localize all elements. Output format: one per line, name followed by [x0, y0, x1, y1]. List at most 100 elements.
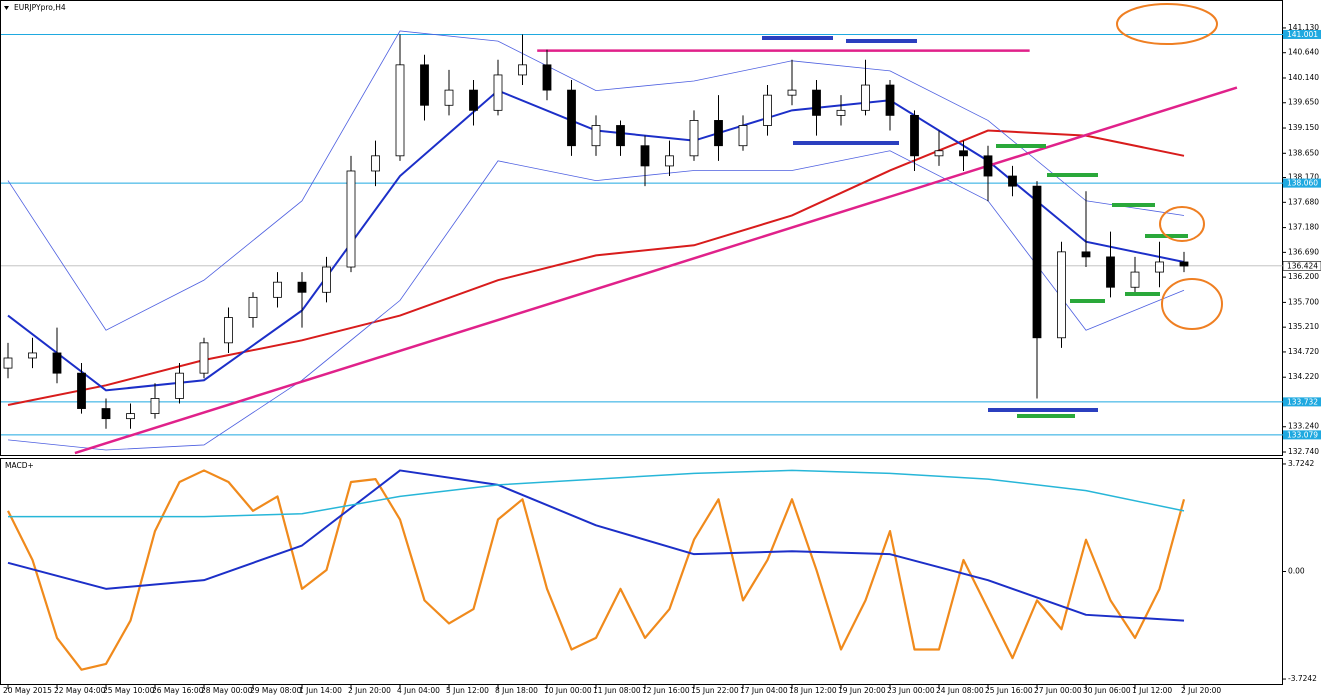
x-tick-label: 17 Jun 04:00 [740, 686, 788, 695]
candle-body [812, 89, 821, 116]
candle-body [28, 352, 37, 359]
y-tick-label: 136.690 [1288, 247, 1319, 256]
candle-body [885, 84, 895, 116]
x-tick-label: 2 Jul 20:00 [1181, 686, 1221, 695]
current-price-box [1282, 261, 1321, 271]
candle-body [1008, 175, 1017, 187]
candle-body [910, 114, 919, 157]
candle-body [983, 155, 993, 177]
y-tick-label: 132.740 [1288, 447, 1319, 456]
candle-body [52, 352, 62, 374]
y-tick-label: 140.640 [1288, 48, 1319, 57]
candle-body [77, 372, 86, 409]
candle-body [787, 89, 797, 96]
candle-body [738, 125, 748, 147]
level-label-box [1283, 29, 1321, 39]
candle-body [175, 372, 184, 399]
x-tick-label: 8 Jun 18:00 [495, 686, 538, 695]
highlight-circle [1159, 206, 1205, 242]
candle-body [322, 266, 331, 293]
candle-body [126, 413, 135, 420]
candle-body [1081, 251, 1091, 258]
candle-body [1155, 261, 1164, 273]
x-tick-label: 25 Jun 16:00 [985, 686, 1033, 695]
candle-body [567, 89, 576, 147]
candle-body [518, 64, 527, 76]
x-tick-label: 12 Jun 16:00 [642, 686, 690, 695]
candle-body [1057, 251, 1066, 339]
x-tick-label: 29 May 08:00 [250, 686, 302, 695]
indicator-line [7, 30, 1185, 331]
x-tick-label: 28 May 00:00 [201, 686, 253, 695]
candle-body [1106, 256, 1115, 288]
level-label-box [1283, 397, 1321, 407]
candle-body [346, 170, 356, 268]
x-tick-label: 10 Jun 00:00 [544, 686, 592, 695]
x-tick-label: 1 Jul 12:00 [1132, 686, 1172, 695]
y-tick-label: 0.00 [1288, 567, 1305, 576]
candle-body [150, 398, 160, 415]
highlight-circle [1116, 3, 1218, 45]
x-tick-label: 1 Jun 14:00 [299, 686, 342, 695]
candle-body [371, 155, 380, 172]
y-tick-label: 141.130 [1288, 23, 1319, 32]
candle-body [248, 296, 258, 318]
candle-body [420, 64, 429, 106]
candle-body [714, 120, 723, 147]
candle-body [1179, 261, 1189, 267]
candle-body [959, 150, 968, 157]
y-tick-label: 138.650 [1288, 148, 1319, 157]
y-tick-label: 137.180 [1288, 223, 1319, 232]
candle-body [665, 155, 674, 167]
candle-body [616, 125, 625, 147]
x-tick-label: 25 May 10:00 [103, 686, 155, 695]
level-label: 138.060 [1287, 179, 1318, 188]
x-tick-label: 30 Jun 06:00 [1083, 686, 1131, 695]
x-tick-label: 26 May 16:00 [152, 686, 204, 695]
y-tick-label: 135.210 [1288, 322, 1319, 331]
x-tick-label: 19 Jun 20:00 [838, 686, 886, 695]
candle-body [934, 150, 944, 157]
x-tick-label: 22 May 04:00 [54, 686, 106, 695]
candle-body [1130, 271, 1140, 288]
x-tick-label: 15 Jun 22:00 [691, 686, 739, 695]
x-tick-label: 27 Jun 00:00 [1034, 686, 1082, 695]
indicator-line [8, 469, 1185, 518]
candle-body [763, 94, 772, 126]
candle-body [836, 109, 846, 116]
candle-body [1032, 185, 1042, 339]
chart-title: EURJPYpro,H4 [14, 3, 66, 12]
y-tick-label: 138.170 [1288, 173, 1319, 182]
candle-body [493, 74, 503, 111]
x-tick-label: 18 Jun 12:00 [789, 686, 837, 695]
x-tick-label: 5 Jun 12:00 [446, 686, 489, 695]
y-tick-label: 134.220 [1288, 372, 1319, 381]
trendline [74, 86, 1238, 455]
x-tick-label: 24 Jun 08:00 [936, 686, 984, 695]
y-tick-label: 3.7242 [1288, 459, 1314, 468]
candle-body [224, 317, 233, 344]
x-tick-label: 4 Jun 04:00 [397, 686, 440, 695]
annotations [762, 3, 1223, 418]
level-label: 141.001 [1287, 30, 1318, 39]
x-tick-label: 20 May 2015 [3, 686, 52, 695]
x-tick-label: 11 Jun 08:00 [593, 686, 641, 695]
y-tick-label: 137.680 [1288, 197, 1319, 206]
y-tick-label: 139.150 [1288, 123, 1319, 132]
macd-panel [0, 458, 1283, 685]
level-label: 133.732 [1287, 397, 1318, 406]
current-price-label: 136.424 [1287, 261, 1318, 270]
candle-body [273, 281, 282, 298]
candle-body [591, 125, 601, 147]
price-panel [0, 0, 1283, 456]
highlight-circle [1161, 278, 1223, 330]
level-label: 133.079 [1287, 430, 1318, 439]
candle-body [199, 342, 209, 374]
x-tick-label: 2 Jun 20:00 [348, 686, 391, 695]
candle-body [469, 89, 478, 111]
candle-body [395, 64, 405, 157]
candle-body [689, 120, 699, 157]
indicator-line [7, 469, 1185, 622]
x-tick-label: 23 Jun 00:00 [887, 686, 935, 695]
